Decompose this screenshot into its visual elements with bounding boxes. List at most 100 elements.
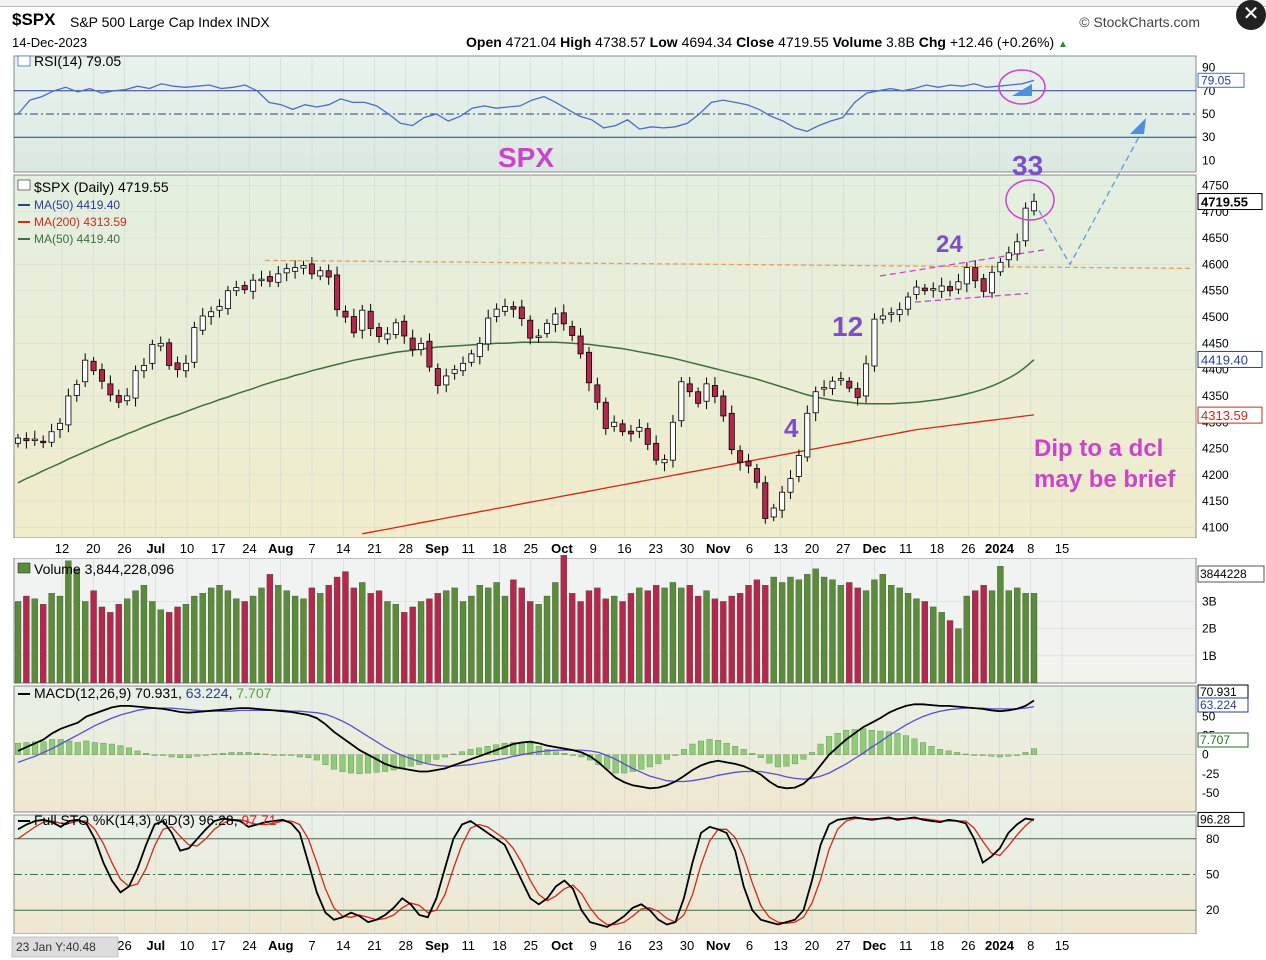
volume-bar	[611, 595, 618, 684]
price-value-tag-box	[1197, 350, 1263, 368]
time-axis-label: 18	[930, 541, 944, 556]
candle-up	[468, 353, 475, 363]
volume-bar	[283, 590, 290, 684]
candle-down	[947, 286, 954, 292]
macd-histogram-bar	[236, 752, 243, 755]
macd-histogram-bar	[168, 754, 175, 758]
macd-histogram-bar	[1005, 754, 1012, 757]
candle-down	[846, 380, 853, 389]
volume-bar	[972, 590, 979, 684]
time-axis-label: Dec	[863, 938, 887, 953]
volume-bar	[165, 612, 173, 684]
macd-histogram-bar	[40, 741, 47, 755]
macd-value-tag-box	[1197, 697, 1249, 713]
volume-bar	[896, 587, 903, 684]
chg-up-arrow-icon: ▲	[1058, 39, 1068, 50]
volume-bar	[275, 585, 282, 684]
candle-up	[879, 315, 886, 320]
macd-histogram-bar	[390, 754, 397, 771]
candle-up	[233, 287, 240, 292]
candle-up	[56, 422, 63, 431]
macd-histogram-bar	[868, 730, 875, 755]
volume-bar	[249, 595, 257, 684]
candle-down	[98, 369, 105, 382]
macd-histogram-bar	[749, 753, 756, 755]
rsi-annotation-circle	[998, 69, 1046, 105]
time-axis-label: 26	[961, 938, 975, 953]
volume-bar	[988, 590, 996, 684]
macd-title-part: 7.707	[236, 685, 271, 701]
macd-histogram-bar	[911, 738, 918, 755]
macd-histogram-bar	[629, 754, 636, 772]
volume-bar	[308, 587, 316, 684]
macd-histogram-bar	[305, 754, 312, 758]
macd-histogram-bar	[698, 740, 705, 755]
macd-histogram-bar	[32, 741, 39, 755]
time-axis-label: 26	[117, 541, 131, 556]
sto-title-part: 97.71	[242, 812, 277, 828]
volume-bar	[434, 593, 441, 684]
candle-down	[23, 438, 30, 442]
price-tick-label: 4100	[1202, 520, 1229, 534]
candle-up	[14, 437, 21, 444]
candle-up	[48, 431, 55, 443]
macd-histogram-bar	[100, 743, 107, 755]
index-name: S&P 500 Large Cap Index INDX	[70, 14, 270, 30]
time-axis-label: Dec	[863, 541, 887, 556]
volume-bar	[879, 574, 887, 684]
candle-down	[409, 337, 416, 351]
chart-date: 14-Dec-2023	[12, 35, 88, 50]
price-title: $SPX (Daily) 4719.55	[34, 179, 169, 195]
macd-histogram-bar	[441, 754, 448, 758]
macd-histogram-bar	[458, 751, 465, 755]
rsi-line	[17, 79, 1035, 133]
volume-bar	[930, 606, 937, 684]
volume-bar	[182, 604, 190, 684]
volume-bar	[224, 590, 232, 684]
macd-histogram-bar	[108, 743, 115, 755]
macd-histogram-bar	[928, 746, 935, 755]
volume-bar	[518, 587, 525, 684]
candle-up	[636, 427, 643, 432]
macd-histogram-bar	[484, 746, 491, 755]
macd-histogram-bar	[544, 749, 551, 755]
time-axis-label: 24	[242, 541, 256, 556]
volume-bar	[216, 585, 223, 684]
macd-histogram-bar	[476, 747, 483, 755]
volume-bar	[955, 628, 962, 684]
candle-up	[963, 267, 970, 285]
candle-up	[997, 261, 1004, 273]
macd-histogram-bar	[125, 747, 132, 755]
macd-histogram-bar	[663, 754, 670, 760]
volume-bar	[728, 595, 735, 684]
time-axis-label: 8	[1027, 541, 1034, 556]
time-axis-label: 23	[649, 938, 663, 953]
time-axis-label: 26	[117, 938, 131, 953]
macd-histogram-bar	[800, 754, 807, 760]
sto-title: Full STO %K(14,3) %D(3) 96.28, 97.71	[34, 812, 277, 828]
volume-bar	[485, 587, 492, 684]
candle-down	[594, 384, 601, 403]
time-axis-label: 2024	[985, 938, 1015, 953]
candle-down	[695, 391, 702, 404]
time-axis-label: 11	[899, 541, 913, 556]
close-circle-icon[interactable]: ✕	[1236, 0, 1266, 30]
candle-down	[711, 385, 718, 397]
macd-tick-label: -50	[1202, 786, 1220, 800]
macd-histogram-bar	[578, 754, 585, 758]
rsi-tick-label: 30	[1202, 130, 1216, 144]
candle-down	[569, 326, 576, 336]
high-value: 4738.57	[595, 34, 646, 50]
candle-down	[107, 383, 114, 396]
candle-up	[82, 359, 89, 383]
volume-bar	[325, 585, 332, 684]
macd-histogram-bar	[339, 754, 346, 772]
macd-histogram-bar	[211, 753, 218, 755]
macd-histogram-bar	[288, 754, 295, 756]
volume-bar	[149, 601, 156, 684]
time-axis-label: 7	[308, 938, 315, 953]
candle-up	[199, 315, 206, 331]
macd-histogram-bar	[740, 749, 747, 755]
candle-down	[308, 263, 315, 275]
crosshair-readout-box	[11, 936, 119, 958]
